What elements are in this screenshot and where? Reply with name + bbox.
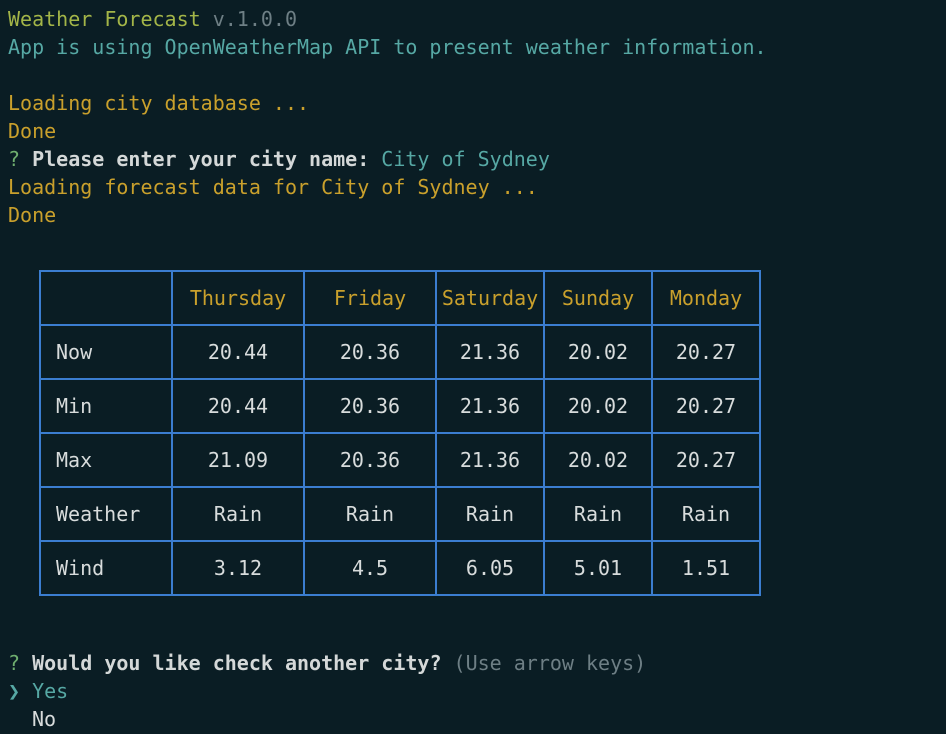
table-cell: Rain (543, 486, 653, 542)
column-header: Thursday (171, 270, 305, 326)
row-label: Wind (39, 540, 173, 596)
log-line: Done (8, 203, 57, 227)
description: App is using OpenWeatherMap API to prese… (8, 35, 767, 59)
table-row: Thursday Friday Saturday Sunday Monday (39, 270, 761, 326)
table-cell: 20.27 (651, 378, 761, 434)
table-row: Min 20.44 20.36 21.36 20.02 20.27 (39, 378, 761, 434)
table-row: Wind 3.12 4.5 6.05 5.01 1.51 (39, 540, 761, 596)
row-label: Min (39, 378, 173, 434)
table-cell: 5.01 (543, 540, 653, 596)
choice-label: No (32, 707, 57, 731)
table-cell: 20.27 (651, 432, 761, 488)
app-version: v.1.0.0 (212, 7, 297, 31)
prompt-hint: (Use arrow keys) (453, 651, 647, 675)
corner-cell (39, 270, 173, 326)
table-cell: 4.5 (303, 540, 437, 596)
table-cell: Rain (651, 486, 761, 542)
table-row: Max 21.09 20.36 21.36 20.02 20.27 (39, 432, 761, 488)
table-cell: Rain (435, 486, 545, 542)
column-header: Friday (303, 270, 437, 326)
city-prompt: ? Please enter your city name: City of S… (8, 145, 550, 173)
table-row: Weather Rain Rain Rain Rain Rain (39, 486, 761, 542)
column-header: Monday (651, 270, 761, 326)
app-title: Weather Forecast (8, 7, 201, 31)
prompt-question: Please enter your city name: (32, 147, 370, 171)
table-cell: 21.09 (171, 432, 305, 488)
title-line: Weather Forecast v.1.0.0 (8, 5, 297, 33)
table-cell: 20.36 (303, 378, 437, 434)
table-cell: 21.36 (435, 378, 545, 434)
choice[interactable]: ❯ Yes (8, 677, 68, 705)
prompt-answer: City of Sydney (381, 147, 550, 171)
log-line: Loading city database ... (8, 91, 310, 115)
forecast-table: Thursday Friday Saturday Sunday Monday Now 20.… (39, 270, 761, 596)
table-row: Now 20.44 20.36 21.36 20.02 20.27 (39, 324, 761, 380)
table-cell: 21.36 (435, 324, 545, 380)
choice[interactable]: No (32, 705, 56, 733)
table-cell: 1.51 (651, 540, 761, 596)
choice-label: Yes (32, 679, 69, 703)
log-line: Loading forecast data for City of Sydney… (8, 175, 538, 199)
column-header: Saturday (435, 270, 545, 326)
table-cell: 3.12 (171, 540, 305, 596)
row-label: Now (39, 324, 173, 380)
table-cell: 6.05 (435, 540, 545, 596)
table-cell: 20.02 (543, 378, 653, 434)
table-cell: 20.02 (543, 432, 653, 488)
log-line: Done (8, 119, 57, 143)
row-label: Max (39, 432, 173, 488)
table-cell: Rain (303, 486, 437, 542)
next-prompt: ? Would you like check another city? (Us… (8, 649, 646, 677)
table-cell: 20.36 (303, 324, 437, 380)
table-cell: 20.02 (543, 324, 653, 380)
choice-pointer: ❯ (8, 679, 21, 703)
prompt-marker: ? (8, 147, 21, 171)
row-label: Weather (39, 486, 173, 542)
table-cell: Rain (171, 486, 305, 542)
table-cell: 21.36 (435, 432, 545, 488)
table-cell: 20.44 (171, 378, 305, 434)
prompt-question: Would you like check another city? (32, 651, 442, 675)
prompt-marker: ? (8, 651, 21, 675)
table-cell: 20.27 (651, 324, 761, 380)
column-header: Sunday (543, 270, 653, 326)
table-cell: 20.44 (171, 324, 305, 380)
table-cell: 20.36 (303, 432, 437, 488)
